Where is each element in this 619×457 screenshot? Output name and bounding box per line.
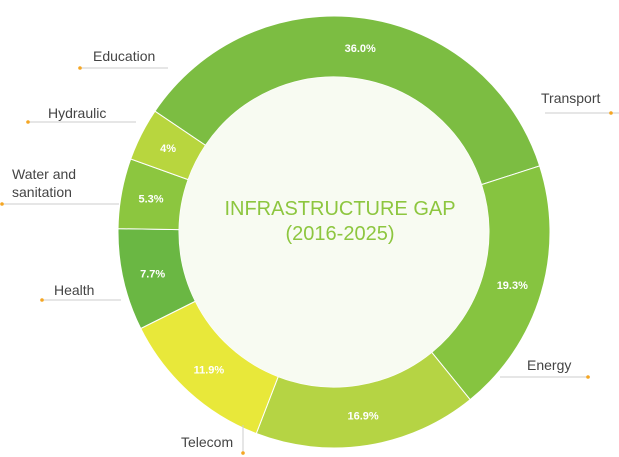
leader-dot-education: [78, 66, 82, 70]
leader-lines: Transport Energy Telecom Health Water and san…: [0, 48, 619, 455]
donut-slices: [117, 15, 551, 449]
category-label-transport: Transport: [541, 90, 601, 106]
category-label-water-and-sanitation: Water and sanitation: [12, 166, 76, 200]
category-label-hydraulic: Hydraulic: [48, 105, 106, 121]
category-label-education: Education: [93, 48, 155, 64]
leader-dot-transport: [609, 111, 613, 115]
leader-dot-hydraulic: [26, 120, 30, 124]
category-label-telecom: Telecom: [181, 434, 233, 450]
leader-dot-water-and-sanitation: [0, 202, 4, 206]
slice-value-energy: 19.3%: [497, 280, 528, 292]
slice-value-transport: 36.0%: [345, 43, 376, 55]
category-label-energy: Energy: [527, 357, 571, 373]
donut-center: [179, 77, 489, 387]
leader-dot-health: [40, 298, 44, 302]
leader-dot-telecom: [241, 451, 245, 455]
slice-value-water-and-sanitation: 7.7%: [140, 268, 165, 280]
chart-title-line-1: INFRASTRUCTURE GAP: [224, 198, 455, 220]
category-label-health: Health: [54, 282, 94, 298]
chart-title-line-2: (2016-2025): [286, 223, 395, 245]
slice-labels: 36.0% 19.3% 16.9% 11.9% 7.7% 5.3% 4%: [138, 43, 528, 423]
slice-value-health: 11.9%: [194, 365, 225, 377]
leader-dot-energy: [586, 375, 590, 379]
slice-value-telecom: 16.9%: [347, 411, 378, 423]
slice-value-hydraulic: 5.3%: [138, 194, 163, 206]
slice-value-education: 4%: [160, 143, 176, 155]
